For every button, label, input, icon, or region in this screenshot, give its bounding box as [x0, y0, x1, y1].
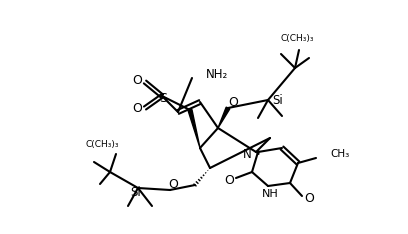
Text: O: O	[132, 74, 142, 88]
Text: NH₂: NH₂	[206, 69, 228, 81]
Text: C(CH₃)₃: C(CH₃)₃	[280, 33, 314, 43]
Text: S: S	[159, 92, 167, 106]
Text: C(CH₃)₃: C(CH₃)₃	[85, 139, 119, 149]
Text: O: O	[224, 173, 234, 186]
Text: NH: NH	[262, 189, 278, 199]
Polygon shape	[218, 107, 230, 128]
Text: Si: Si	[272, 95, 283, 107]
Text: O: O	[304, 191, 314, 205]
Text: O: O	[168, 178, 178, 190]
Text: CH₃: CH₃	[330, 149, 349, 159]
Text: O: O	[132, 102, 142, 116]
Text: Si: Si	[131, 186, 142, 200]
Text: O: O	[228, 95, 238, 109]
Text: N: N	[243, 147, 252, 161]
Polygon shape	[188, 110, 200, 148]
